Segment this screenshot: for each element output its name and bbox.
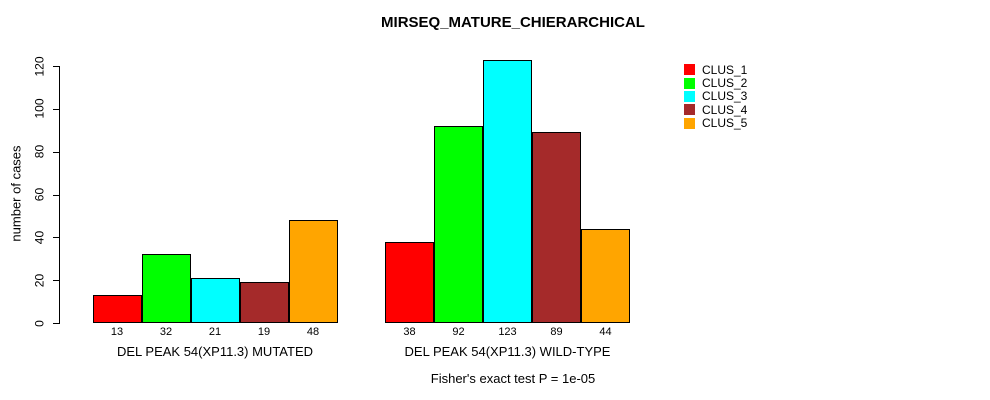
bar-value-label: 48 bbox=[306, 326, 320, 338]
bar-value-label: 19 bbox=[257, 326, 271, 338]
bar-CLUS_3 bbox=[190, 278, 240, 323]
legend-label: CLUS_3 bbox=[702, 89, 748, 104]
bar-CLUS_5 bbox=[288, 220, 338, 323]
legend-swatch-CLUS_1 bbox=[684, 64, 695, 76]
legend-swatch-CLUS_3 bbox=[684, 90, 695, 102]
legend-row-CLUS_1: CLUS_1 bbox=[684, 63, 747, 76]
legend-label: CLUS_5 bbox=[702, 116, 748, 131]
legend-swatch-CLUS_2 bbox=[684, 77, 695, 89]
legend-label: CLUS_4 bbox=[702, 102, 748, 117]
legend-label: CLUS_2 bbox=[702, 76, 748, 91]
legend-label: CLUS_1 bbox=[702, 62, 748, 77]
y-axis-tick bbox=[53, 194, 59, 196]
y-axis-tick-label: 80 bbox=[32, 144, 47, 159]
bar-CLUS_1 bbox=[92, 295, 142, 323]
bar-value-label: 92 bbox=[452, 326, 465, 338]
legend-swatch-CLUS_4 bbox=[684, 104, 695, 116]
y-axis-tick bbox=[53, 108, 59, 110]
y-axis-tick bbox=[53, 323, 59, 324]
bar-CLUS_2 bbox=[434, 126, 483, 323]
y-axis-line bbox=[59, 66, 60, 324]
legend: CLUS_1 CLUS_2 CLUS_3 CLUS_4 CLUS_5 bbox=[684, 63, 747, 130]
legend-row-CLUS_2: CLUS_2 bbox=[684, 76, 747, 89]
legend-row-CLUS_4: CLUS_4 bbox=[684, 103, 747, 116]
y-axis-tick-label: 120 bbox=[32, 55, 47, 77]
bar-value-label: 89 bbox=[550, 326, 563, 338]
bar-value-label: 13 bbox=[110, 326, 124, 338]
bar-value-label: 123 bbox=[498, 326, 517, 338]
bar-CLUS_5 bbox=[581, 229, 630, 323]
bar-CLUS_4 bbox=[239, 282, 289, 323]
bar-CLUS_4 bbox=[532, 132, 581, 323]
legend-row-CLUS_5: CLUS_5 bbox=[684, 117, 747, 130]
bar-CLUS_2 bbox=[141, 254, 191, 323]
y-axis-tick bbox=[53, 237, 59, 239]
bar-value-label: 21 bbox=[208, 326, 222, 338]
y-axis-tick-label: 60 bbox=[32, 187, 47, 202]
group-label: DEL PEAK 54(XP11.3) WILD-TYPE bbox=[404, 344, 611, 359]
y-axis-tick-label: 20 bbox=[32, 273, 47, 287]
bar-value-label: 32 bbox=[159, 326, 173, 338]
y-axis-tick bbox=[53, 151, 59, 153]
group-label: DEL PEAK 54(XP11.3) MUTATED bbox=[116, 344, 314, 359]
y-axis-tick-label: 0 bbox=[32, 319, 47, 327]
bar-CLUS_1 bbox=[385, 242, 434, 323]
bar-CLUS_3 bbox=[483, 60, 532, 323]
legend-swatch-CLUS_5 bbox=[684, 117, 695, 129]
y-axis-tick-label: 40 bbox=[32, 230, 47, 245]
legend-row-CLUS_3: CLUS_3 bbox=[684, 90, 747, 103]
y-axis-label: number of cases bbox=[8, 145, 24, 242]
y-axis-tick bbox=[53, 280, 59, 282]
bar-value-label: 38 bbox=[403, 326, 416, 338]
footnote-text: Fisher's exact test P = 1e-05 bbox=[430, 371, 596, 386]
y-axis-tick-label: 100 bbox=[32, 98, 47, 119]
y-axis-tick bbox=[53, 66, 59, 67]
chart-title: MIRSEQ_MATURE_CHIERARCHICAL bbox=[381, 14, 645, 31]
bar-value-label: 44 bbox=[599, 326, 612, 338]
